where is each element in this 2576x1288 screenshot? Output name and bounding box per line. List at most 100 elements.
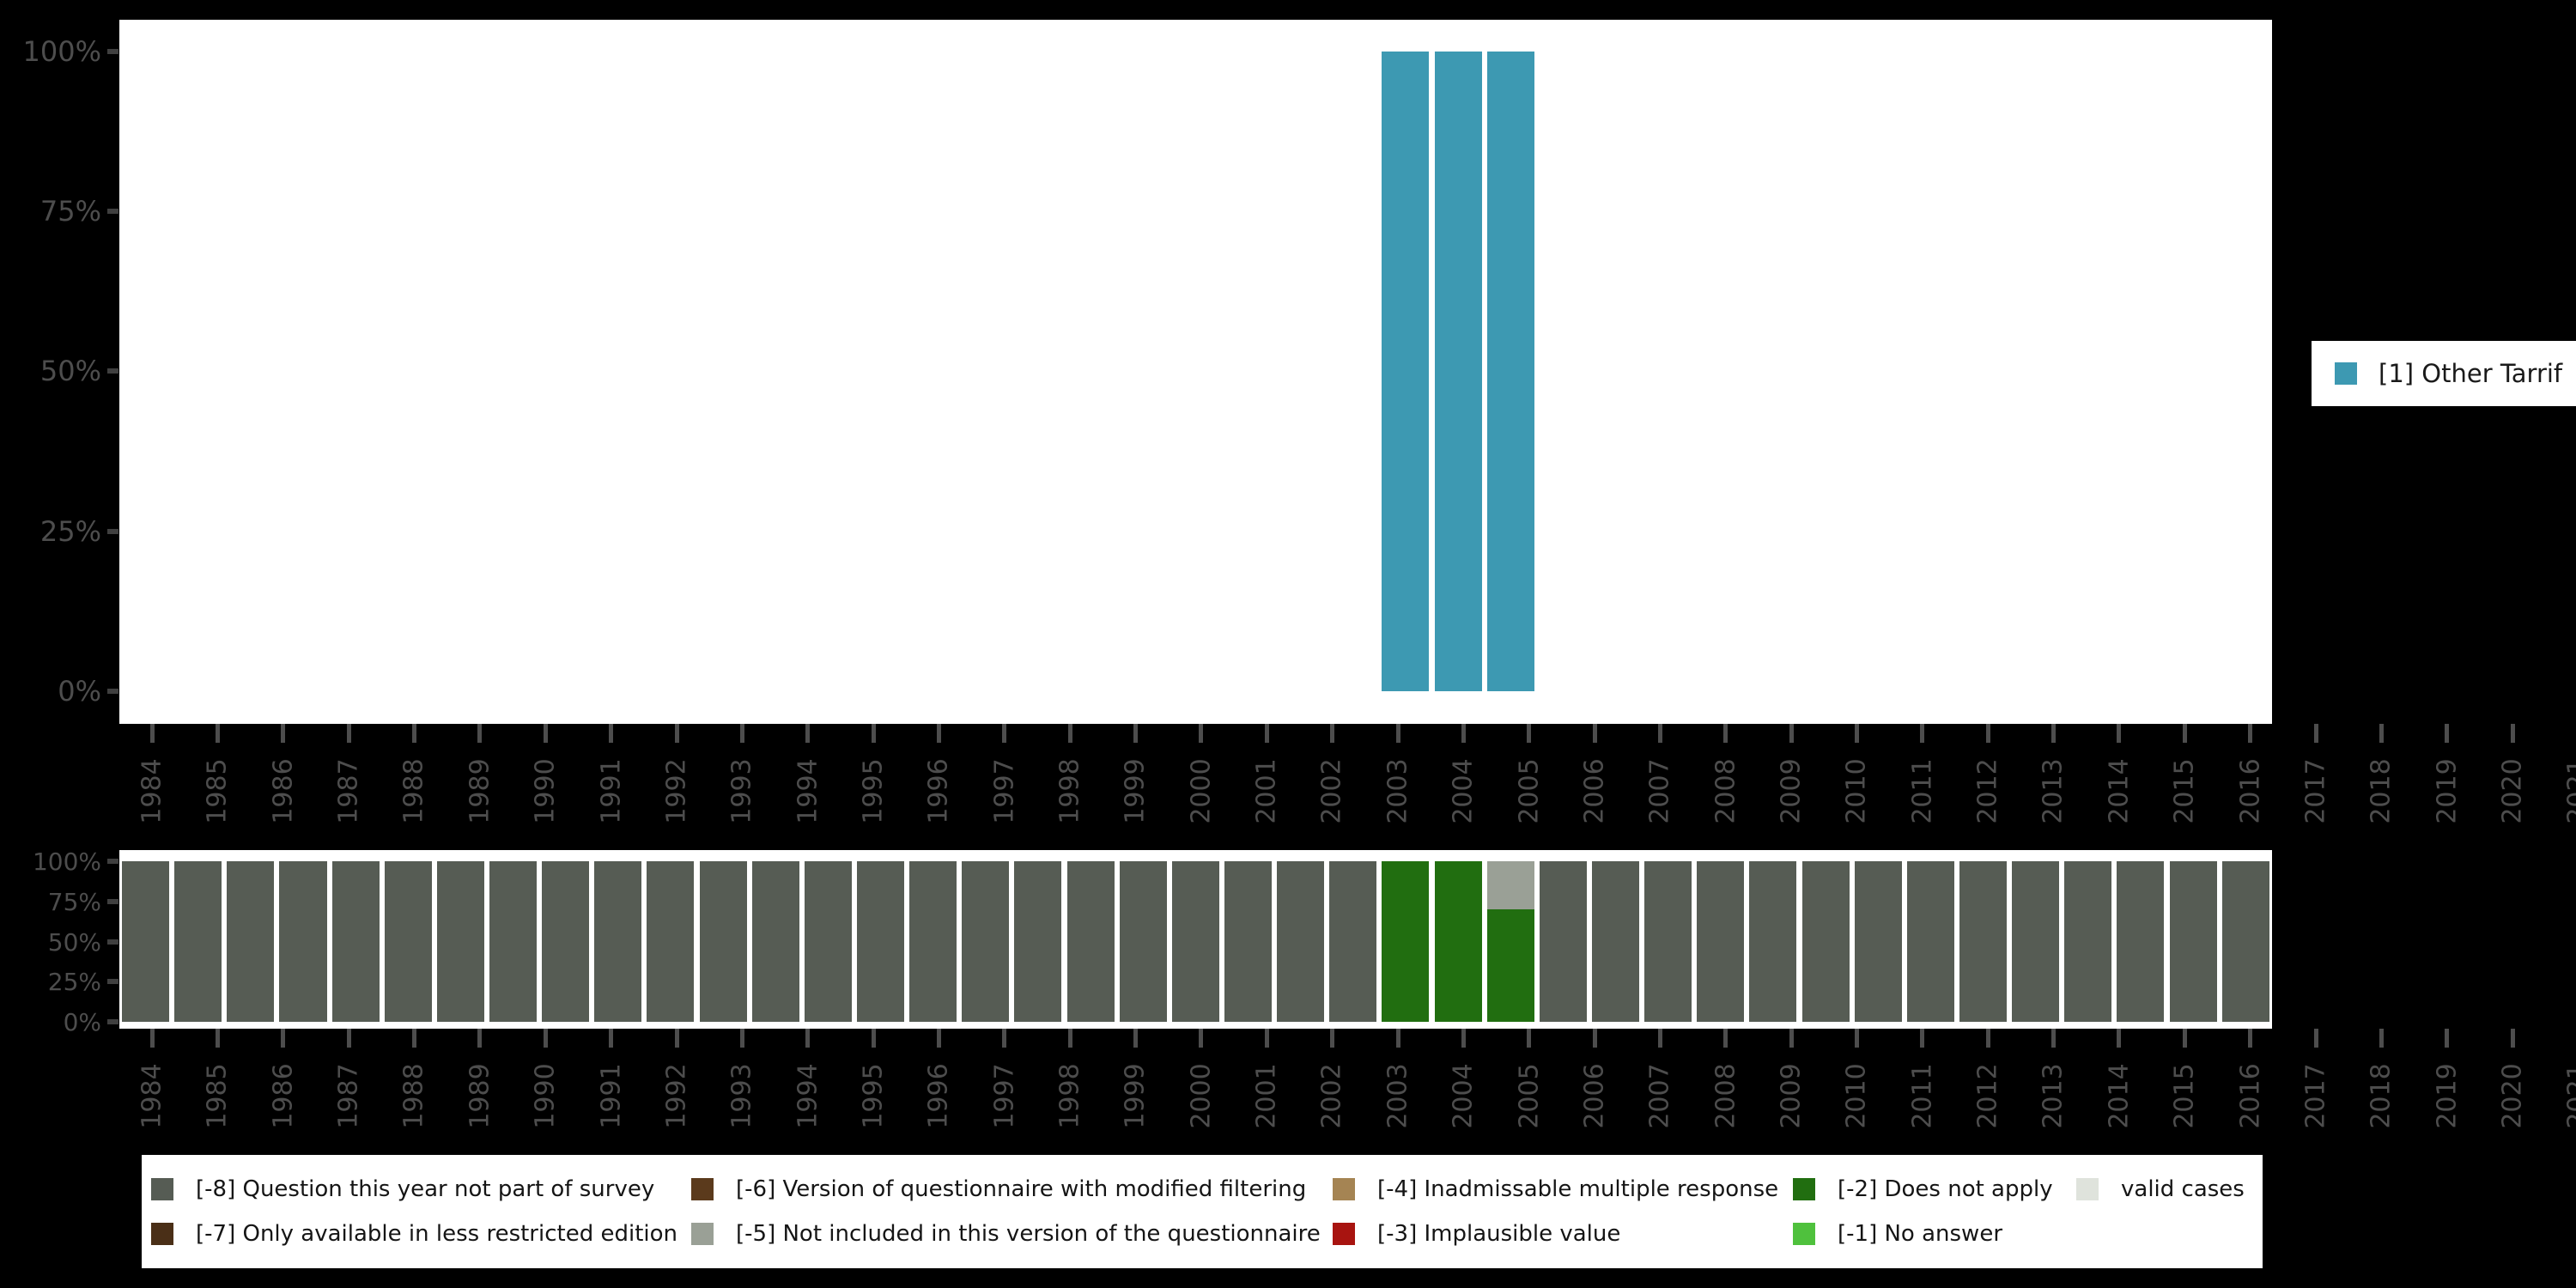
x-slot-1991: 1991 (579, 724, 644, 844)
x-slot-2007: 2007 (1627, 1029, 1692, 1149)
bar-segment-2003 (1119, 861, 1167, 1022)
bar-slot-2007 (1327, 861, 1379, 1022)
x-tick (412, 724, 417, 743)
y-tick-label: 0% (63, 1007, 101, 1036)
legend-swatch-m6 (691, 1178, 714, 1200)
x-tick (1461, 724, 1466, 743)
bar-slot-1991 (487, 52, 539, 691)
bar-slot-2019 (1957, 861, 2009, 1022)
bar-segment-2006 (1277, 861, 1325, 1022)
bottom-chart-plot (119, 850, 2272, 1029)
bar-segment-2001 (1014, 861, 1062, 1022)
x-tick (2117, 724, 2122, 743)
x-tick (543, 1029, 548, 1048)
y-tick-mark (107, 368, 118, 374)
bar-segment-2009 (1434, 52, 1482, 691)
bar-slot-1999 (907, 52, 959, 691)
x-slot-2004: 2004 (1431, 1029, 1496, 1149)
x-label-2011: 2011 (1907, 1062, 1938, 1129)
bar-slot-2018 (1905, 52, 1957, 691)
bar-segment-2007 (1329, 861, 1377, 1022)
x-label-1990: 1990 (530, 757, 561, 824)
bar-slot-2023 (2166, 52, 2219, 691)
x-slot-1996: 1996 (906, 724, 971, 844)
x-label-2019: 2019 (2432, 757, 2463, 824)
bar-segment-2012 (1592, 861, 1640, 1022)
bar-slot-2012 (1589, 52, 1642, 691)
legend-label-m1: [-1] No answer (1838, 1221, 2003, 1247)
x-slot-2013: 2013 (2020, 724, 2086, 844)
x-tick (281, 1029, 286, 1048)
x-slot-2017: 2017 (2283, 724, 2348, 844)
x-tick (2051, 724, 2057, 743)
x-slot-2012: 2012 (1955, 1029, 2020, 1149)
bar-segment-2021 (2064, 861, 2112, 1022)
x-slot-1995: 1995 (841, 1029, 906, 1149)
bar-slot-1985 (172, 861, 224, 1022)
x-label-2016: 2016 (2235, 1062, 2266, 1129)
x-label-2002: 2002 (1317, 757, 1348, 824)
bar-segment-1990 (436, 861, 484, 1022)
legend-item-m8: [-8] Question this year not part of surv… (151, 1176, 691, 1202)
x-tick (1264, 724, 1269, 743)
x-slot-1994: 1994 (775, 1029, 841, 1149)
bar-slot-1984 (119, 861, 172, 1022)
x-label-2016: 2016 (2235, 757, 2266, 824)
x-label-1998: 1998 (1054, 757, 1085, 824)
bar-slot-1995 (697, 861, 750, 1022)
bar-segment-1985 (174, 861, 222, 1022)
bar-slot-2003 (1117, 861, 1170, 1022)
bar-segment-2009 (1434, 861, 1482, 1022)
x-slot-2020: 2020 (2480, 724, 2545, 844)
missing-values-legend: [-8] Question this year not part of surv… (142, 1155, 2263, 1268)
x-label-1997: 1997 (989, 1062, 1020, 1129)
bottom-chart-bars (119, 861, 2272, 1022)
x-label-2002: 2002 (1317, 1062, 1348, 1129)
x-label-1987: 1987 (333, 1062, 364, 1129)
bar-slot-2013 (1642, 52, 1694, 691)
bar-slot-1994 (644, 861, 696, 1022)
y-tick-label: 25% (39, 515, 101, 548)
x-tick (1657, 1029, 1662, 1048)
legend-label-value1: [1] Other Tarrif (2379, 359, 2563, 388)
y-tick-50%: 50% (0, 925, 119, 959)
x-slot-1990: 1990 (513, 1029, 578, 1149)
bar-segment-2022 (2117, 861, 2165, 1022)
bar-slot-2004 (1170, 52, 1222, 691)
x-label-1995: 1995 (858, 1062, 889, 1129)
y-tick-mark (107, 689, 118, 694)
bar-segment-2004 (1171, 861, 1219, 1022)
x-tick (149, 1029, 155, 1048)
x-slot-2012: 2012 (1955, 724, 2020, 844)
x-tick (2379, 1029, 2384, 1048)
bar-segment-2020 (2012, 861, 2060, 1022)
x-slot-2000: 2000 (1169, 724, 1234, 844)
y-tick-label: 50% (47, 927, 101, 957)
bar-segment-2008 (1382, 52, 1430, 691)
x-tick (1789, 724, 1794, 743)
bar-segment-2013 (1644, 861, 1692, 1022)
bar-slot-2006 (1274, 861, 1327, 1022)
x-slot-1987: 1987 (316, 724, 381, 844)
bar-slot-2010 (1485, 52, 1537, 691)
bar-slot-1990 (434, 52, 487, 691)
x-slot-1986: 1986 (251, 724, 316, 844)
y-tick-mark (107, 209, 118, 214)
bar-segment-2019 (1959, 861, 2007, 1022)
x-slot-1999: 1999 (1103, 1029, 1168, 1149)
bar-slot-2017 (1852, 861, 1905, 1022)
bar-slot-1997 (802, 52, 854, 691)
bar-slot-1989 (382, 861, 434, 1022)
x-tick (1330, 1029, 1335, 1048)
bar-segment-1999 (909, 861, 957, 1022)
y-tick-25%: 25% (0, 964, 119, 999)
y-tick-75%: 75% (0, 194, 119, 228)
x-slot-2001: 2001 (1234, 724, 1299, 844)
x-tick (739, 1029, 744, 1048)
bar-slot-1993 (592, 861, 644, 1022)
x-label-1999: 1999 (1121, 757, 1151, 824)
bar-segment-1991 (489, 861, 538, 1022)
legend-swatch-m4 (1333, 1178, 1355, 1200)
bar-slot-1986 (224, 861, 276, 1022)
x-slot-2017: 2017 (2283, 1029, 2348, 1149)
